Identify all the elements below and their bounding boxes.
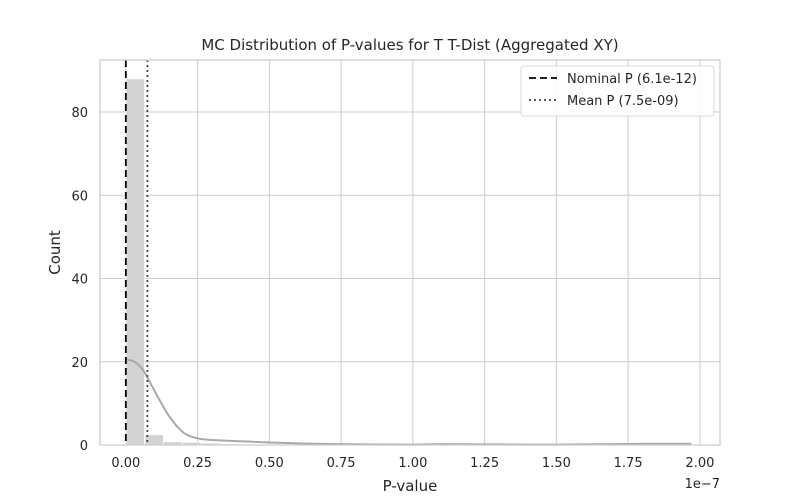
legend-box [520, 65, 715, 117]
y-tick-label: 0 [80, 439, 88, 454]
histogram-bars [125, 78, 692, 446]
x-tick-label: 1.25 [470, 456, 499, 471]
y-tick-label: 40 [71, 273, 88, 288]
x-axis-offset-label: 1e−7 [685, 477, 720, 492]
x-tick-label: 0.50 [255, 456, 284, 471]
y-tick-label: 20 [71, 356, 88, 371]
x-tick-label: 1.75 [614, 456, 643, 471]
chart-title: MC Distribution of P-values for T T-Dist… [201, 36, 618, 54]
x-tick-label: 0.75 [327, 456, 356, 471]
x-tick-label: 2.00 [685, 456, 714, 471]
y-axis-ticks: 0 20 40 60 80 [71, 106, 88, 454]
x-axis-label: P-value [383, 477, 438, 495]
y-tick-label: 80 [71, 106, 88, 121]
x-tick-label: 1.50 [542, 456, 571, 471]
x-tick-label: 1.00 [398, 456, 427, 471]
reference-lines [124, 60, 149, 445]
legend-nominal-label: Nominal P (6.1e-12) [567, 72, 697, 87]
y-axis-label: Count [46, 230, 64, 275]
plot-frame [99, 59, 721, 446]
histogram-bar [125, 78, 146, 446]
legend-mean-label: Mean P (7.5e-09) [567, 94, 679, 109]
x-tick-label: 0.00 [111, 456, 140, 471]
x-axis-ticks: 0.00 0.25 0.50 0.75 1.00 1.25 1.50 1.75 2.00 [111, 456, 714, 471]
kde-line [125, 358, 692, 446]
x-tick-label: 0.25 [183, 456, 212, 471]
y-tick-label: 60 [71, 189, 88, 204]
grid [100, 60, 720, 446]
legend: Nominal P (6.1e-12) Mean P (7.5e-09) [520, 65, 715, 117]
